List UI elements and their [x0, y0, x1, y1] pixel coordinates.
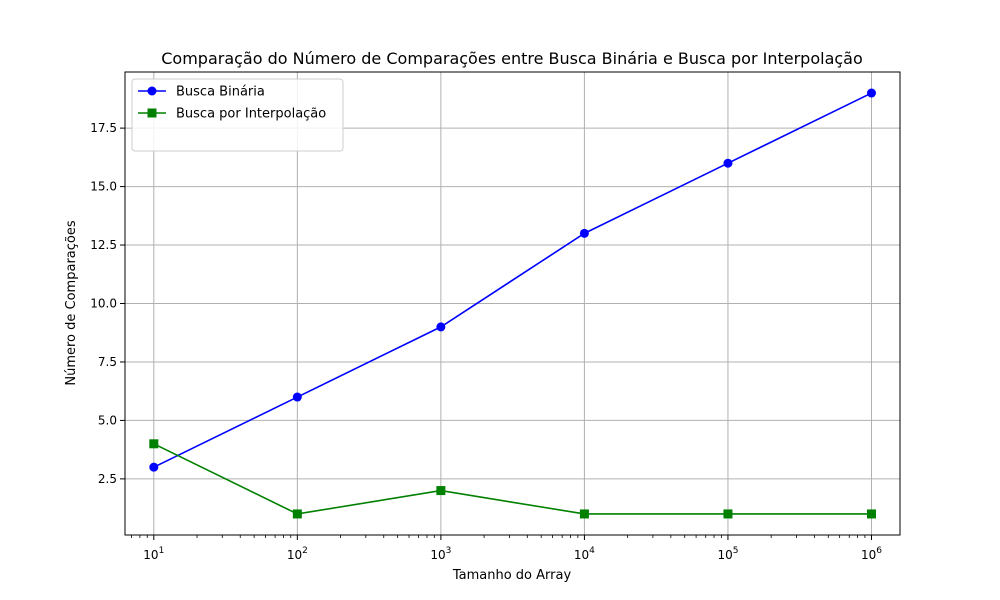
axis-ticks: 101 102 103 104 105 106 2.5 5.0 7.5 10.0 12.5 15.0 1… [90, 121, 882, 562]
chart-title: Comparação do Número de Comparações entr… [161, 49, 863, 68]
data-point [149, 462, 159, 472]
y-tick-label: 2.5 [98, 472, 117, 486]
x-tick-label: 105 [717, 546, 738, 562]
legend-label: Busca por Interpolação [176, 107, 326, 122]
x-tick-label: 104 [574, 546, 595, 562]
x-tick-label: 101 [143, 546, 164, 562]
y-tick-label: 10.0 [90, 297, 117, 311]
series-line [153, 92, 872, 468]
x-tick-label: 103 [430, 546, 451, 562]
data-point [579, 509, 589, 519]
y-tick-label: 7.5 [98, 355, 117, 369]
data-point [723, 158, 733, 168]
data-point [149, 439, 159, 449]
legend-marker [147, 108, 157, 118]
series-line [153, 443, 872, 515]
y-tick-label: 5.0 [98, 413, 117, 427]
data-point [292, 509, 302, 519]
data-point [866, 509, 876, 519]
series-layer [149, 88, 876, 519]
y-tick-label: 12.5 [90, 238, 117, 252]
legend-label: Busca Binária [176, 85, 265, 100]
legend-marker [147, 86, 157, 96]
data-point [579, 228, 589, 238]
x-tick-label: 106 [861, 546, 882, 562]
data-point [723, 509, 733, 519]
data-point [866, 88, 876, 98]
y-axis-label: Número de Comparações [64, 220, 79, 385]
x-tick-label: 102 [287, 546, 308, 562]
data-point [292, 392, 302, 402]
data-point [436, 322, 446, 332]
y-tick-label: 15.0 [90, 180, 117, 194]
grid [125, 72, 900, 535]
x-axis-label: Tamanho do Array [452, 568, 572, 583]
legend: Busca Binária Busca por Interpolação [131, 78, 344, 152]
y-tick-label: 17.5 [90, 121, 117, 135]
legend-box [131, 78, 344, 152]
data-point [436, 486, 446, 496]
